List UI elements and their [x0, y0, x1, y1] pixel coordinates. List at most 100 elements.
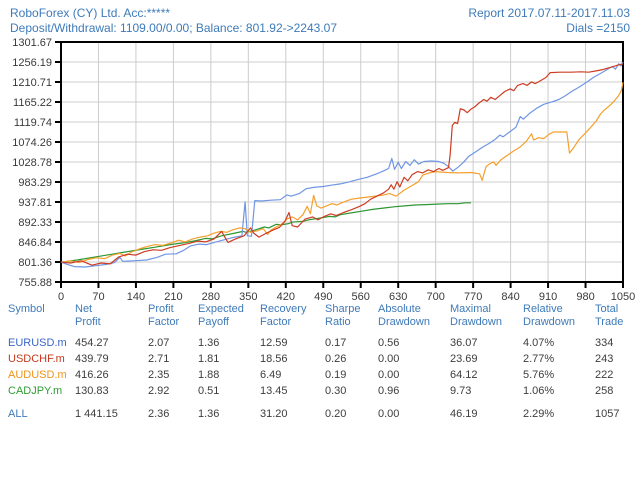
value-cell: 0.20: [325, 408, 347, 420]
series-line-usdchf: [60, 63, 624, 266]
account-info: RoboForex (CY) Ltd. Acc:*****: [10, 6, 171, 20]
column-header-line: Relative: [523, 303, 563, 315]
table-row: USDCHF.m 439.79 2.71 1.81 18.56 0.26 0.00 23.69…: [8, 353, 640, 365]
value-cell: 0.51: [198, 385, 220, 397]
x-axis-label: 420: [277, 291, 295, 300]
table-row: AUDUSD.m 416.26 2.35 1.88 6.49 0.19 0.00 64.12 5…: [8, 369, 640, 381]
deals-count: Dials =2150: [566, 21, 630, 35]
x-axis-label: 280: [202, 291, 220, 300]
value-cell: 23.69: [450, 353, 478, 365]
x-axis-label: 770: [464, 291, 482, 300]
column-header: Absolute Drawdown: [378, 303, 450, 329]
column-header-line: Recovery: [260, 303, 307, 315]
column-header-line: Expected: [198, 303, 244, 315]
column-header: Total Trade: [595, 303, 640, 329]
column-header-line: Drawdown: [450, 316, 502, 328]
value-cell: 0.00: [378, 369, 400, 381]
column-header: Expected Payoff: [198, 303, 260, 329]
value-cell: 1.06%: [523, 385, 555, 397]
column-header-line: Factor: [260, 316, 292, 328]
column-header-line: Payoff: [198, 316, 229, 328]
value-cell: 64.12: [450, 369, 478, 381]
column-header-line: Drawdown: [378, 316, 430, 328]
value-cell: 258: [595, 385, 614, 397]
x-axis-label: 630: [389, 291, 407, 300]
column-header: Maximal Drawdown: [450, 303, 523, 329]
y-axis-label: 1210.71: [12, 77, 52, 89]
column-header-line: Profit: [148, 303, 174, 315]
column-header: Net Profit: [75, 303, 148, 329]
symbol-cell: CADJPY.m: [8, 385, 63, 397]
column-header-line: Maximal: [450, 303, 491, 315]
value-cell: 1 441.15: [75, 408, 118, 420]
value-cell: 439.79: [75, 353, 109, 365]
series-line-audusd: [60, 82, 624, 264]
value-cell: 1.36: [198, 408, 220, 420]
value-cell: 18.56: [260, 353, 288, 365]
column-header-line: Net: [75, 303, 93, 315]
value-cell: 0.26: [325, 353, 347, 365]
y-axis-label: 983.29: [18, 177, 52, 189]
value-cell: 0.56: [378, 337, 400, 349]
value-cell: 9.73: [450, 385, 472, 397]
value-cell: 222: [595, 369, 614, 381]
value-cell: 0.30: [325, 385, 347, 397]
balance-chart: 755.88 801.36 846.84 892.33 937.81 983.29 1028…: [12, 37, 635, 300]
series-line-eurusd: [60, 61, 624, 268]
value-cell: 36.07: [450, 337, 478, 349]
y-axis-label: 755.88: [18, 277, 52, 289]
value-cell: 5.76%: [523, 369, 555, 381]
value-cell: 0.17: [325, 337, 347, 349]
value-cell: 0.19: [325, 369, 347, 381]
x-axis-label: 140: [127, 291, 145, 300]
value-cell: 454.27: [75, 337, 109, 349]
column-header-line: Trade: [595, 316, 624, 328]
value-cell: 46.19: [450, 408, 478, 420]
value-cell: 0.96: [378, 385, 400, 397]
x-axis-label: 560: [352, 291, 370, 300]
symbol-cell: USDCHF.m: [8, 353, 65, 365]
x-axis-label: 490: [314, 291, 332, 300]
x-axis-label: 70: [92, 291, 104, 300]
column-header-line: Total: [595, 303, 619, 315]
value-cell: 6.49: [260, 369, 282, 381]
column-header-line: Ratio: [325, 316, 351, 328]
value-cell: 243: [595, 353, 614, 365]
column-header: Sharpe Ratio: [325, 303, 378, 329]
y-axis-label: 1119.74: [14, 117, 52, 129]
x-axis-label: 210: [164, 291, 182, 300]
column-header-line: Symbol: [8, 303, 45, 315]
y-axis-label: 1165.22: [13, 97, 52, 109]
y-axis-label: 801.36: [18, 257, 52, 269]
y-axis-label: 1256.19: [12, 57, 52, 69]
x-axis-label: 840: [501, 291, 519, 300]
symbol-cell: ALL: [8, 408, 28, 420]
y-axis-label: 937.81: [18, 197, 52, 209]
column-header-line: Drawdown: [523, 316, 575, 328]
column-header-line: Sharpe: [325, 303, 361, 315]
table-row: CADJPY.m 130.83 2.92 0.51 13.45 0.30 0.96 9.73 1…: [8, 385, 640, 397]
x-axis-label: 700: [426, 291, 444, 300]
value-cell: 2.92: [148, 385, 170, 397]
deposit-balance-info: Deposit/Withdrawal: 1109.00/0.00; Balanc…: [10, 21, 337, 35]
value-cell: 1.88: [198, 369, 220, 381]
table-header-row: Symbol Net Profit Profit Factor Expected Payof…: [8, 303, 640, 329]
x-axis-label: 0: [58, 291, 64, 300]
value-cell: 416.26: [75, 369, 109, 381]
value-cell: 130.83: [75, 385, 109, 397]
column-header-line: Factor: [148, 316, 180, 328]
plot-border: [60, 41, 624, 283]
value-cell: 12.59: [260, 337, 288, 349]
column-header-line: Profit: [75, 316, 101, 328]
x-axis-label: 1050: [611, 291, 635, 300]
x-axis-label: 910: [539, 291, 557, 300]
y-axis-label: 1301.67: [12, 37, 52, 49]
value-cell: 2.71: [148, 353, 170, 365]
series-line-cadjpy: [60, 202, 471, 263]
value-cell: 31.20: [260, 408, 288, 420]
value-cell: 0.00: [378, 353, 400, 365]
column-header: Symbol: [8, 303, 75, 329]
y-axis-label: 1074.26: [12, 137, 52, 149]
column-header: Relative Drawdown: [523, 303, 595, 329]
